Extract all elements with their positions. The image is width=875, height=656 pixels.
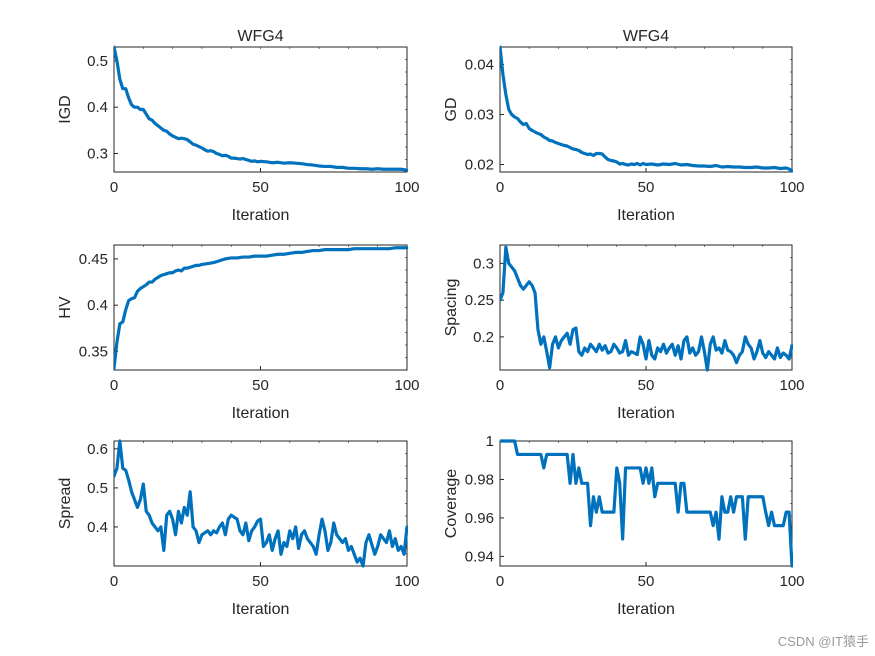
hv-ytick-label: 0.35 xyxy=(79,343,108,360)
coverage-ylabel: Coverage xyxy=(443,469,460,538)
gd-ytick-label: 0.04 xyxy=(465,57,494,74)
spread-series-line xyxy=(114,439,408,568)
spacing-ytick-label: 0.25 xyxy=(465,292,494,309)
spread-xtick-label: 0 xyxy=(110,573,118,590)
spread-ytick-label: 0.4 xyxy=(87,519,108,536)
hv-axes-box xyxy=(113,244,408,371)
hv-xlabel: Iteration xyxy=(232,405,290,422)
gd-series-line xyxy=(500,45,793,173)
igd-xlabel: Iteration xyxy=(232,207,290,224)
gd-axes-box xyxy=(499,46,793,173)
hv-xtick-label: 50 xyxy=(252,377,269,394)
coverage-xtick-label: 50 xyxy=(638,573,655,590)
spacing-xtick-label: 0 xyxy=(496,377,504,394)
hv-ytick-label: 0.4 xyxy=(87,297,108,314)
spacing-xtick-label: 100 xyxy=(779,377,804,394)
spacing-series-line xyxy=(500,245,793,372)
coverage-xtick-label: 0 xyxy=(496,573,504,590)
igd-xtick-label: 100 xyxy=(394,179,419,196)
hv-ytick-label: 0.45 xyxy=(79,251,108,268)
igd-xtick-label: 0 xyxy=(110,179,118,196)
coverage-plot: 0 50 100 0.94 0.96 0.98 1 Iteration Coverage xyxy=(443,433,805,618)
coverage-ytick-label: 1 xyxy=(486,433,494,450)
igd-ytick-label: 0.4 xyxy=(87,99,108,116)
spread-ytick-label: 0.6 xyxy=(87,441,108,458)
igd-ylabel: IGD xyxy=(57,95,74,123)
spacing-ytick-label: 0.3 xyxy=(473,255,494,272)
coverage-ytick-label: 0.98 xyxy=(465,471,494,488)
watermark: CSDN @IT猿手 xyxy=(777,634,869,649)
coverage-ytick-label: 0.96 xyxy=(465,510,494,527)
gd-ytick-label: 0.02 xyxy=(465,157,494,174)
spread-xtick-label: 100 xyxy=(394,573,419,590)
coverage-xlabel: Iteration xyxy=(617,601,675,618)
igd-plot: 0 50 100 0.3 0.4 0.5 Iteration IGD WFG4 xyxy=(57,28,420,224)
spread-xlabel: Iteration xyxy=(232,601,290,618)
igd-axes-box xyxy=(113,46,408,173)
coverage-xtick-label: 100 xyxy=(779,573,804,590)
igd-ytick-label: 0.3 xyxy=(87,145,108,162)
hv-ylabel: HV xyxy=(57,296,74,319)
gd-xtick-label: 100 xyxy=(779,179,804,196)
hv-plot: 0 50 100 0.35 0.4 0.45 Iteration HV xyxy=(57,244,420,422)
gd-xlabel: Iteration xyxy=(617,207,675,224)
spacing-xtick-label: 50 xyxy=(638,377,655,394)
gd-ytick-label: 0.03 xyxy=(465,107,494,124)
spacing-ylabel: Spacing xyxy=(443,279,460,337)
igd-xtick-label: 50 xyxy=(252,179,269,196)
hv-xtick-label: 0 xyxy=(110,377,118,394)
gd-xtick-label: 0 xyxy=(496,179,504,196)
spread-ytick-label: 0.5 xyxy=(87,480,108,497)
spacing-ytick-label: 0.2 xyxy=(473,329,494,346)
gd-title: WFG4 xyxy=(623,28,669,45)
igd-series-line xyxy=(114,45,408,172)
spacing-plot: 0 50 100 0.2 0.25 0.3 Iteration Spacing xyxy=(443,244,805,422)
spacing-xlabel: Iteration xyxy=(617,405,675,422)
spread-plot: 0 50 100 0.4 0.5 0.6 Iteration Spread xyxy=(57,439,420,618)
coverage-ytick-label: 0.94 xyxy=(465,548,494,565)
igd-ytick-label: 0.5 xyxy=(87,53,108,70)
hv-xtick-label: 100 xyxy=(394,377,419,394)
spread-xtick-label: 50 xyxy=(252,573,269,590)
coverage-series-line xyxy=(500,439,793,568)
spread-ylabel: Spread xyxy=(57,478,74,530)
gd-plot: 0 50 100 0.02 0.03 0.04 Iteration GD WFG4 xyxy=(443,28,805,224)
igd-title: WFG4 xyxy=(237,28,283,45)
gd-ylabel: GD xyxy=(443,98,460,122)
spread-axes-box xyxy=(113,440,408,567)
hv-series-line xyxy=(114,246,408,370)
gd-xtick-label: 50 xyxy=(638,179,655,196)
